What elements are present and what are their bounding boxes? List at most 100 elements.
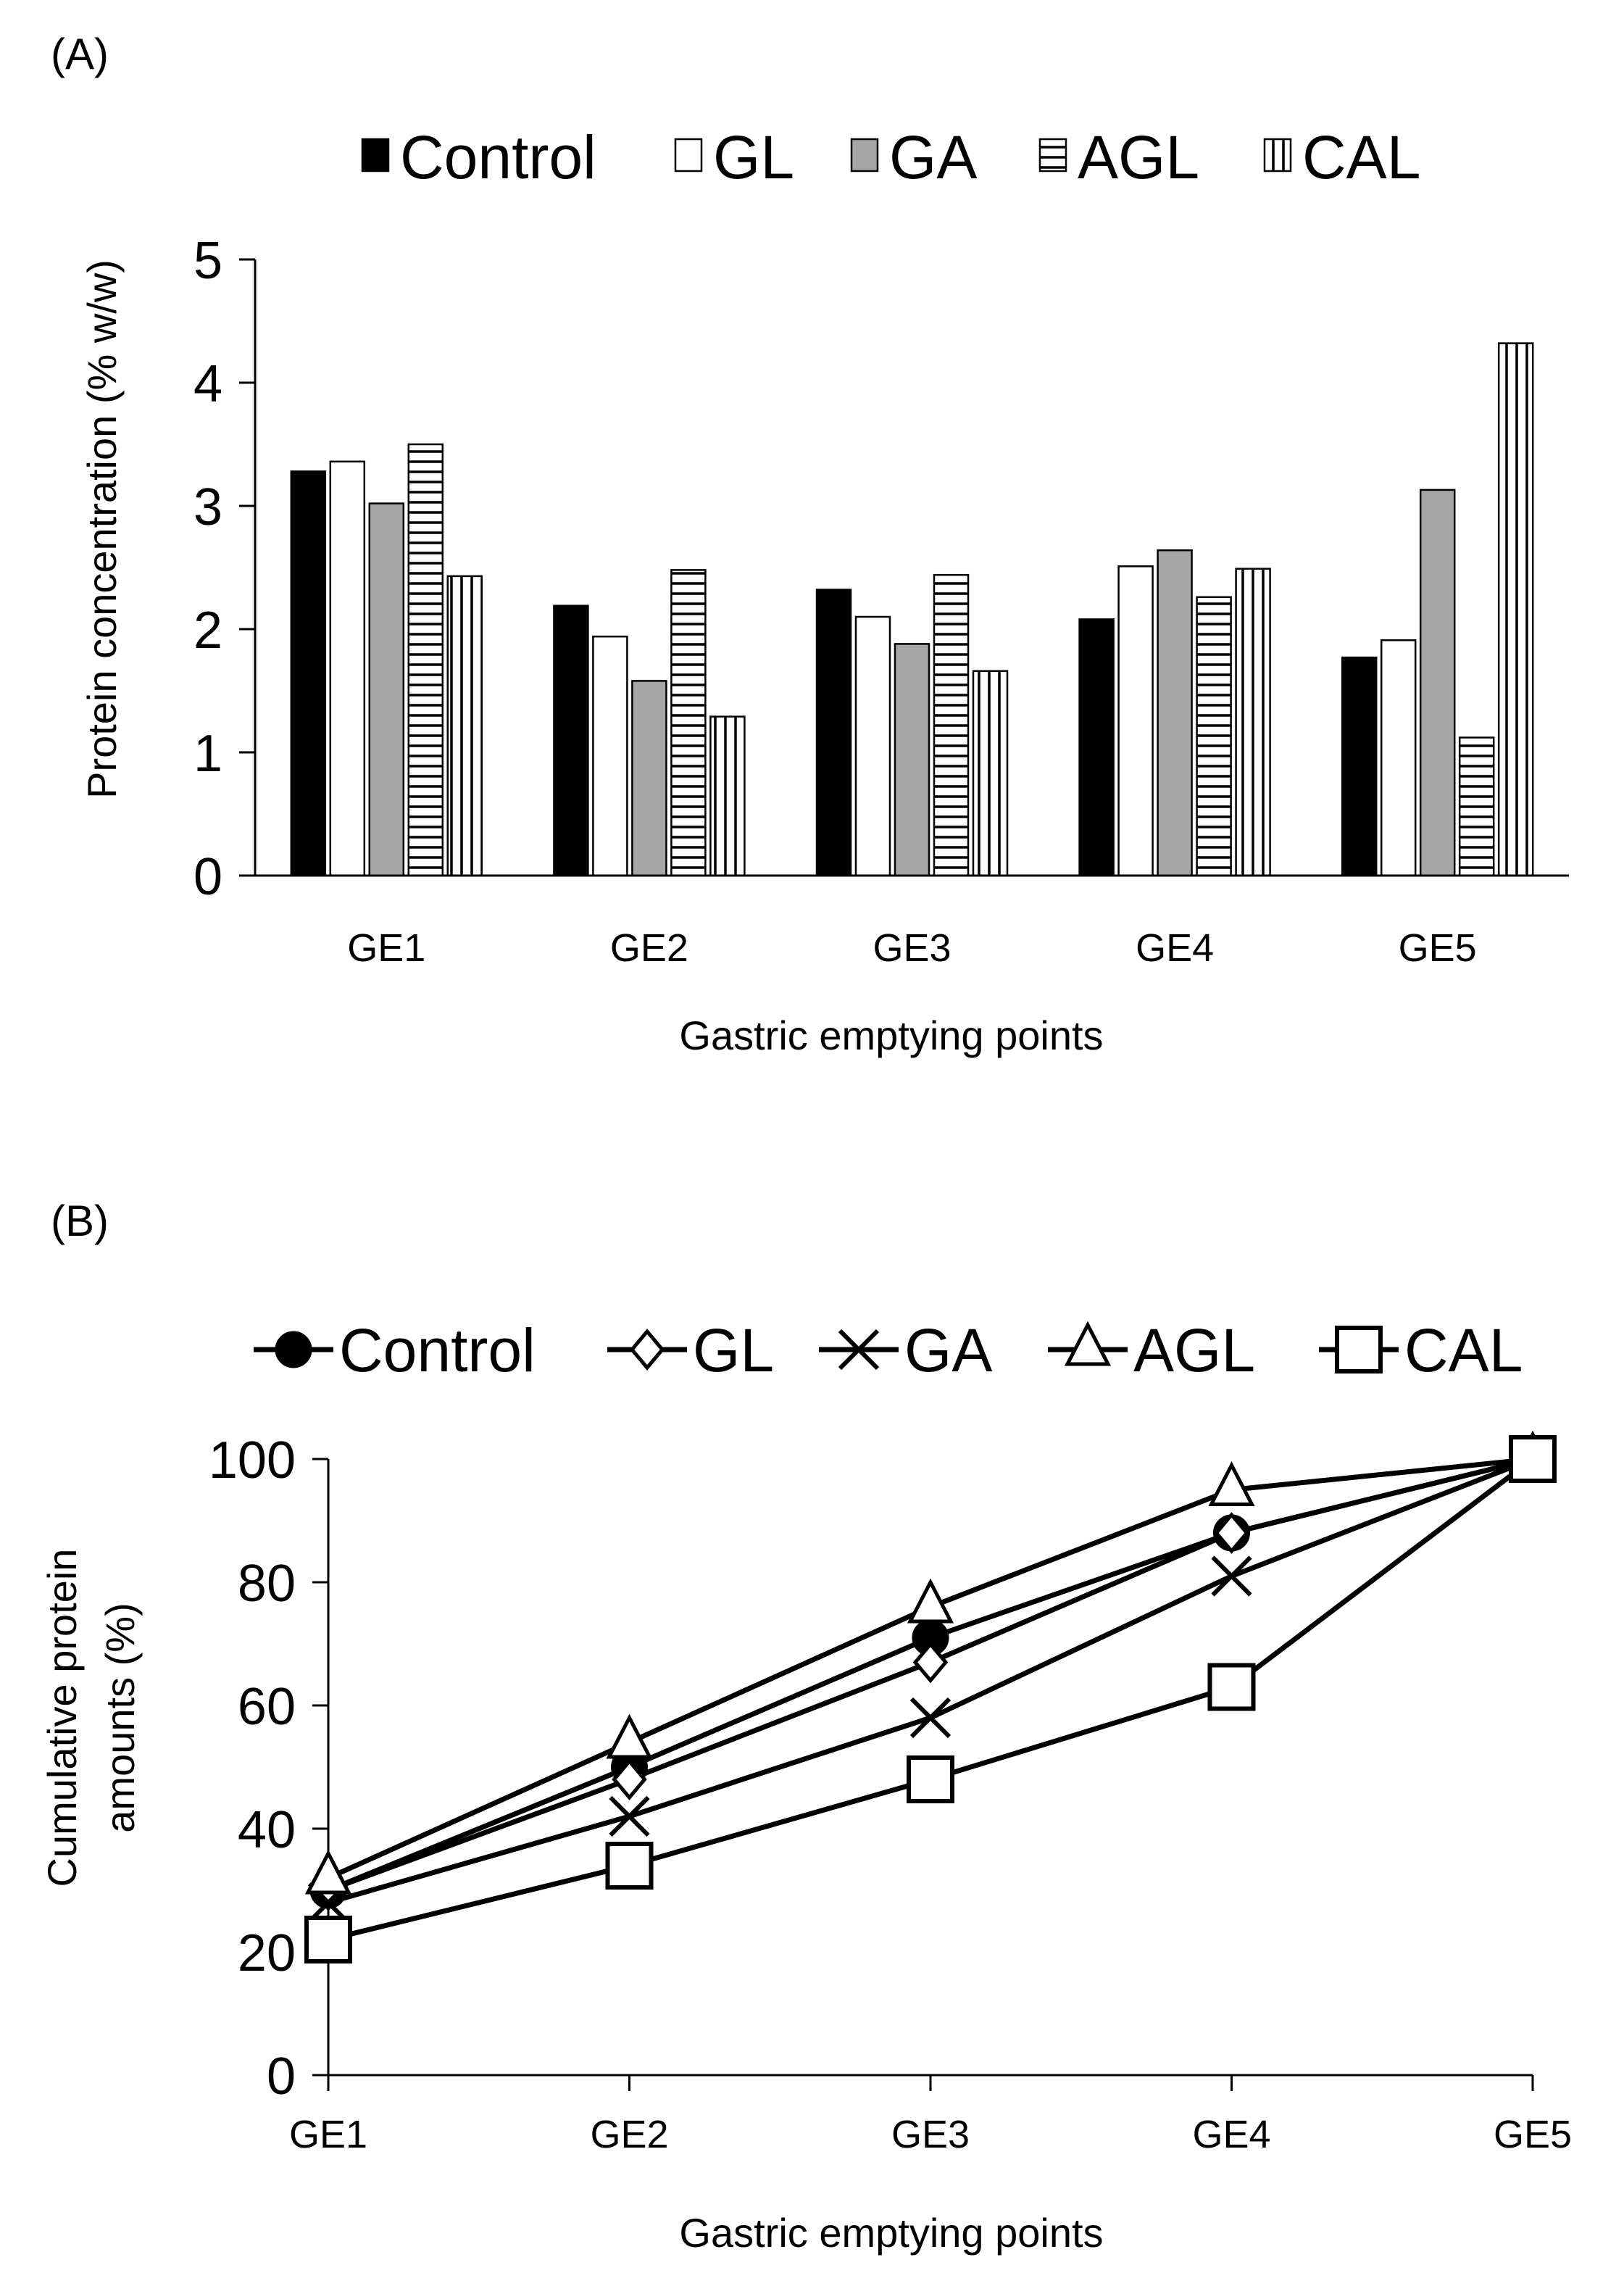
- point-cal-ge2: [605, 1842, 654, 1890]
- legend-label-control: Control: [400, 123, 596, 191]
- legend-label-agl: AGL: [1133, 1316, 1255, 1384]
- panel-a-x-axis-title: Gastric emptying points: [679, 1013, 1103, 1058]
- legend-label-gl: GL: [693, 1316, 774, 1384]
- point-ga-ge4: [1211, 1555, 1252, 1597]
- legend-label-control: Control: [339, 1316, 536, 1384]
- point-agl-ge2: [606, 1713, 653, 1759]
- point-cal-ge1: [304, 1916, 352, 1963]
- panel-a-label: (A): [51, 30, 109, 78]
- bar-gl-ge4: [1117, 565, 1154, 877]
- point-gl-ge2: [612, 1758, 647, 1800]
- bar-ga-ge3: [894, 643, 930, 877]
- bar-ga-ge2: [631, 680, 667, 877]
- point-cal-ge3: [907, 1755, 954, 1803]
- panel-b-y-axis-title-line2: amounts (%): [97, 1603, 143, 1832]
- bar-gl-ge5: [1380, 639, 1417, 877]
- panel-b-y-axis-title-line1: Cumulative protein: [39, 1549, 85, 1887]
- panel-b-y-tick-label: 40: [238, 1801, 296, 1859]
- legend-label-cal: CAL: [1404, 1316, 1523, 1384]
- bar-gl-ge2: [592, 635, 628, 877]
- bar-cal-ge5: [1497, 342, 1534, 877]
- bar-cal-ge4: [1235, 568, 1271, 877]
- bar-cal-ge3: [972, 670, 1009, 877]
- legend-marker-control: [275, 1331, 312, 1368]
- legend-marker-gl: [629, 1329, 665, 1371]
- panel-b-y-tick-label: 100: [209, 1431, 296, 1489]
- panel-a-y-tick-label: 3: [193, 478, 222, 536]
- legend-label-cal: CAL: [1302, 123, 1420, 191]
- legend-swatch-ga: [850, 138, 879, 173]
- panel-b-y-ticks: 0 20 40 60 80 100: [209, 1431, 328, 2106]
- panel-a-x-tick-label: GE3: [873, 926, 951, 970]
- bar-control-ge1: [290, 470, 327, 877]
- legend-label-ga: GA: [904, 1316, 992, 1384]
- panel-a-x-ticks: GE1 GE2 GE3 GE4 GE5: [347, 926, 1476, 970]
- bar-cal-ge1: [446, 575, 483, 877]
- panel-b-legend: Control GL GA AGL CAL: [254, 1316, 1523, 1384]
- bar-control-ge2: [553, 604, 589, 877]
- point-gl-ge3: [912, 1641, 949, 1684]
- legend-swatch-cal: [1263, 138, 1292, 173]
- point-gl-ge4: [1214, 1512, 1249, 1554]
- panel-b-y-tick-label: 0: [267, 2048, 296, 2106]
- panel-a-x-tick-label: GE5: [1399, 926, 1477, 970]
- panel-a-y-tick-label: 1: [193, 725, 222, 783]
- panel-b-y-tick-label: 60: [238, 1678, 296, 1736]
- panel-b-x-tick-label: GE2: [590, 2113, 668, 2156]
- panel-b-label: (B): [51, 1197, 109, 1245]
- panel-a-x-tick-label: GE4: [1136, 926, 1214, 970]
- point-ga-ge3: [909, 1697, 952, 1739]
- bar-agl-ge5: [1458, 736, 1495, 877]
- bar-agl-ge1: [407, 443, 444, 877]
- bar-cal-ge2: [709, 715, 746, 877]
- panel-b-x-tick-label: GE4: [1192, 2113, 1270, 2156]
- panel-b-series-markers: [304, 1430, 1557, 1963]
- panel-b-x-ticks: GE1 GE2 GE3 GE4 GE5: [289, 2075, 1572, 2156]
- legend-marker-agl: [1064, 1321, 1112, 1366]
- panel-a-y-axis-title: Protein concentration (% w/w): [79, 259, 125, 799]
- bar-control-ge3: [815, 589, 852, 877]
- bar-agl-ge4: [1196, 596, 1232, 877]
- bar-gl-ge3: [854, 615, 891, 877]
- panel-b-y-tick-label: 20: [238, 1924, 296, 1982]
- bar-agl-ge3: [933, 573, 970, 877]
- legend-swatch-gl: [674, 138, 703, 173]
- panel-b-x-tick-label: GE5: [1494, 2113, 1572, 2156]
- legend-swatch-agl: [1038, 138, 1067, 173]
- bar-gl-ge1: [329, 460, 366, 877]
- point-agl-ge4: [1208, 1461, 1255, 1506]
- legend-label-ga: GA: [889, 123, 977, 191]
- panel-b-series-lines: [327, 1456, 1535, 1942]
- panel-a-bars: [290, 342, 1534, 877]
- panel-b-x-axis-title: Gastric emptying points: [679, 2210, 1103, 2256]
- point-agl-ge1: [304, 1849, 352, 1895]
- bar-agl-ge2: [670, 569, 707, 877]
- bar-control-ge5: [1341, 656, 1378, 877]
- panel-a-y-ticks: 0 1 2 3 4 5: [193, 232, 255, 906]
- panel-a-y-tick-label: 5: [193, 232, 222, 290]
- legend-swatch-control: [361, 138, 390, 173]
- legend-marker-cal: [1335, 1326, 1383, 1374]
- legend-label-agl: AGL: [1078, 123, 1199, 191]
- point-ga-ge2: [609, 1795, 650, 1837]
- legend-label-gl: GL: [713, 123, 794, 191]
- legend-marker-ga: [838, 1329, 880, 1371]
- bar-ga-ge5: [1419, 489, 1456, 877]
- point-cal-ge5: [1509, 1435, 1557, 1483]
- bar-control-ge4: [1078, 618, 1115, 877]
- bar-ga-ge1: [368, 502, 405, 877]
- point-agl-ge3: [907, 1578, 954, 1624]
- panel-a-y-tick-label: 4: [193, 355, 222, 413]
- panel-a-x-tick-label: GE2: [610, 926, 688, 970]
- panel-a-y-tick-label: 0: [193, 848, 222, 906]
- point-cal-ge4: [1207, 1663, 1256, 1711]
- panel-b-x-tick-label: GE1: [289, 2113, 367, 2156]
- panel-b-x-tick-label: GE3: [891, 2113, 970, 2156]
- panel-a-x-tick-label: GE1: [347, 926, 425, 970]
- panel-a-y-tick-label: 2: [193, 602, 222, 660]
- panel-a-legend: Control GL GA AGL CAL: [361, 123, 1420, 191]
- bar-ga-ge4: [1157, 549, 1193, 877]
